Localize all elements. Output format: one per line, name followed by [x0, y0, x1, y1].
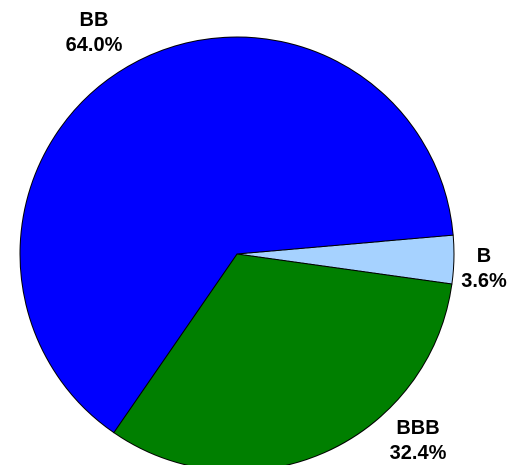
slice-value-label-b: 3.6%	[461, 270, 507, 292]
slice-label-b: B	[477, 245, 491, 267]
pie-slice-bbb	[113, 253, 453, 465]
slice-value-label-bbb: 32.4%	[390, 442, 447, 464]
pie-labels: B 3.6% BBB 32.4% BB 64.0%	[66, 9, 507, 464]
slice-label-bbb: BBB	[396, 417, 439, 439]
pie-slice-bb	[19, 36, 454, 434]
pie-slices	[19, 36, 455, 465]
slice-value-label-bb: 64.0%	[66, 34, 123, 56]
slice-label-bb: BB	[80, 9, 109, 31]
